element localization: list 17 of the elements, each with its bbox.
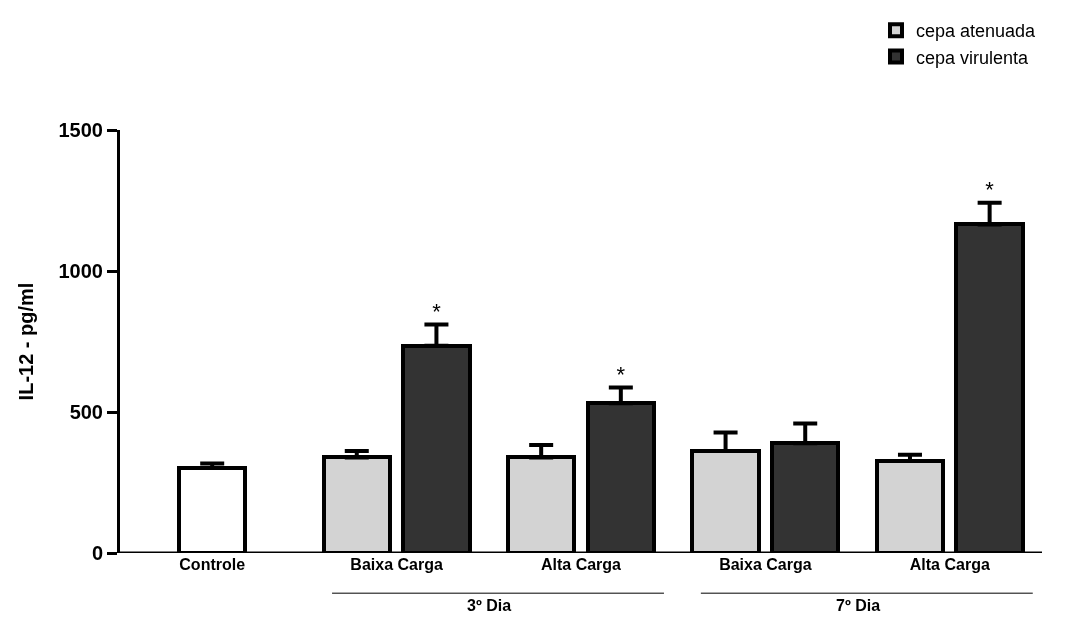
y-tick-label: 1500 [58,119,103,141]
y-tick-label: 0 [91,542,103,564]
y-axis-title: IL-12 - pg/ml [15,282,37,401]
x-tick-label: Baixa Carga [350,556,443,573]
text: 7º Dia [836,597,881,614]
text: 3º Dia [467,597,512,614]
data-label: * [616,361,626,387]
legend-label: cepa atenuada [916,21,1037,42]
legend-label: cepa virulenta [916,47,1030,68]
data-label: * [432,299,442,325]
x-tick-label: Alta Carga [540,556,622,573]
y-tick-label: 500 [69,401,103,423]
x-tick-label: Controle [179,556,246,573]
y-tick-label: 1000 [58,260,103,282]
data-label: * [985,177,995,203]
x-tick-label: Alta Carga [909,556,990,573]
x-tick-label: Baixa Carga [719,556,812,573]
